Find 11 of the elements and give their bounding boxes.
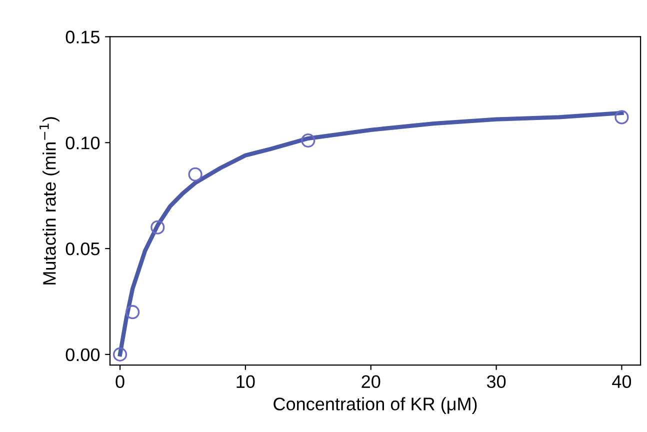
x-axis-title: Concentration of KR (μM) — [274, 397, 477, 414]
y-tick-label: 0.15 — [66, 30, 100, 44]
x-tick-label: 30 — [486, 375, 506, 388]
y-tick-label: 0.00 — [66, 348, 100, 362]
x-tick-label: 0 — [116, 375, 124, 388]
x-tick-label: 40 — [612, 375, 632, 388]
y-tick-label: 0.10 — [66, 136, 100, 150]
y-axis-title: Mutactin rate (min$^{−1}$) — [40, 117, 60, 284]
x-tick-label: 20 — [362, 375, 380, 388]
y-tick-label: 0.05 — [66, 242, 100, 256]
x-tick-label: 10 — [236, 375, 255, 388]
